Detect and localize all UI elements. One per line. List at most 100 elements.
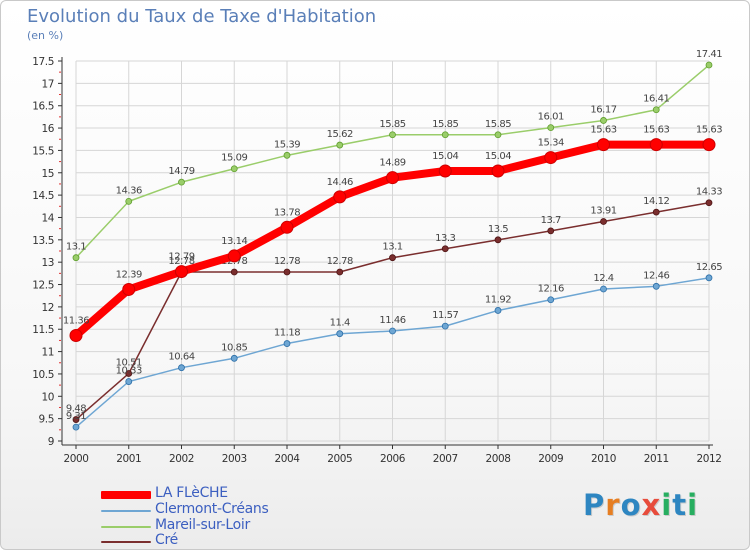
- data-point: [547, 296, 555, 304]
- data-label: 16.01: [538, 112, 564, 123]
- data-point: [600, 117, 607, 124]
- proxiti-logo: Proxiti: [583, 488, 698, 522]
- data-label: 13.78: [274, 207, 300, 218]
- data-label: 13.91: [590, 205, 616, 216]
- data-label: 16.41: [643, 94, 669, 105]
- data-point: [72, 423, 80, 431]
- data-point: [547, 124, 555, 132]
- data-point: [494, 307, 502, 314]
- x-tick-label: 2005: [327, 453, 352, 465]
- legend-swatch-cre: [101, 541, 151, 543]
- data-point: [336, 268, 344, 276]
- y-tick-label: 14: [41, 212, 54, 224]
- series-1: 9.31 10.33 10.64 10.85 11.18 11.4 11.46 11.57 11…: [66, 262, 723, 431]
- data-label: 11.46: [379, 315, 405, 326]
- data-label: 12.46: [643, 270, 669, 281]
- x-tick-label: 2003: [222, 453, 247, 465]
- data-point: [125, 197, 133, 205]
- data-label: 11.18: [274, 328, 300, 339]
- data-label: 10.64: [168, 352, 194, 363]
- legend-swatch-mareil-sur-loir: [101, 526, 151, 528]
- x-tick-label: 2009: [538, 453, 563, 465]
- y-tick-label: 17.5: [32, 56, 54, 68]
- data-point: [705, 61, 713, 69]
- x-tick-label: 2006: [380, 453, 406, 465]
- data-point: [336, 141, 344, 149]
- data-label: 14.46: [327, 177, 353, 188]
- data-label: 11.57: [432, 310, 458, 321]
- legend-label-cre: Cré: [155, 532, 178, 548]
- data-point: [72, 254, 80, 262]
- x-tick-label: 2004: [274, 453, 300, 465]
- data-point: [178, 364, 185, 372]
- legend-label-la-fleche: LA FLèCHE: [155, 485, 228, 501]
- series-0: 11.36 12.39 12.79 13.14 13.78 14.46 14.89 15.04…: [63, 125, 723, 342]
- data-label: 17.41: [696, 49, 722, 60]
- x-tick-label: 2002: [169, 453, 194, 465]
- data-point: [283, 268, 291, 276]
- legend-swatch-la-fleche: [101, 491, 151, 499]
- data-point: [280, 220, 294, 234]
- data-label: 12.4: [593, 273, 613, 284]
- data-point: [600, 218, 607, 225]
- data-label: 12.39: [116, 269, 142, 280]
- data-point: [652, 282, 660, 290]
- data-label: 15.85: [379, 119, 405, 130]
- data-label: 16.17: [590, 104, 616, 115]
- y-tick-label: 15: [41, 168, 54, 180]
- data-label: 15.39: [274, 139, 300, 150]
- data-point: [336, 330, 344, 338]
- data-label: 14.33: [696, 187, 722, 198]
- legend-label-clermont-creans: Clermont-Créans: [155, 501, 269, 517]
- data-point: [227, 249, 241, 263]
- data-label: 12.78: [274, 256, 300, 267]
- data-label: 15.85: [485, 119, 511, 130]
- data-label: 14.36: [116, 185, 142, 196]
- data-point: [283, 340, 291, 347]
- data-label: 10.85: [221, 342, 247, 353]
- data-point: [389, 131, 396, 139]
- data-point: [441, 322, 449, 330]
- data-point: [649, 138, 663, 152]
- logo-letter: t: [672, 488, 688, 522]
- data-label: 14.89: [379, 158, 405, 169]
- data-label: 12.79: [168, 252, 194, 263]
- data-point: [175, 265, 188, 279]
- grid: [75, 60, 710, 442]
- data-point: [494, 131, 502, 139]
- data-label: 11.92: [485, 294, 511, 305]
- x-tick-label: 2000: [63, 453, 88, 465]
- y-tick-label: 13: [41, 257, 54, 269]
- data-label: 10.51: [116, 357, 142, 368]
- data-label: 12.65: [696, 262, 722, 273]
- y-tick-label: 9.5: [39, 414, 55, 426]
- data-point: [544, 151, 558, 165]
- data-label: 11.4: [330, 318, 350, 329]
- x-tick-label: 2007: [433, 453, 458, 465]
- data-label: 13.14: [221, 236, 247, 247]
- data-label: 12.78: [327, 256, 353, 267]
- data-label: 13.7: [541, 215, 561, 226]
- data-point: [389, 327, 396, 335]
- series-2: 13.1 14.36 14.79 15.09 15.39 15.62 15.85 15.85 1…: [66, 49, 723, 262]
- series-3: 9.4810.5112.7812.7812.7812.7813.113.313.…: [66, 187, 723, 423]
- logo-letter: i: [661, 488, 673, 522]
- data-label: 15.63: [643, 125, 669, 136]
- y-tick-label: 10.5: [32, 369, 54, 381]
- y-tick-label: 9: [48, 436, 54, 448]
- data-label: 14.79: [168, 166, 194, 177]
- data-label: 15.04: [485, 151, 511, 162]
- data-point: [652, 208, 660, 216]
- legend-swatch-clermont-creans: [101, 510, 151, 512]
- data-point: [600, 285, 607, 293]
- chart-subtitle: (en %): [27, 29, 64, 42]
- data-label: 15.63: [696, 125, 722, 136]
- x-tick-label: 2011: [644, 453, 669, 465]
- x-tick-label: 2012: [696, 453, 721, 465]
- data-label: 15.34: [538, 138, 564, 149]
- data-point: [389, 254, 396, 262]
- data-point: [438, 164, 452, 178]
- y-tick-label: 17: [41, 78, 54, 90]
